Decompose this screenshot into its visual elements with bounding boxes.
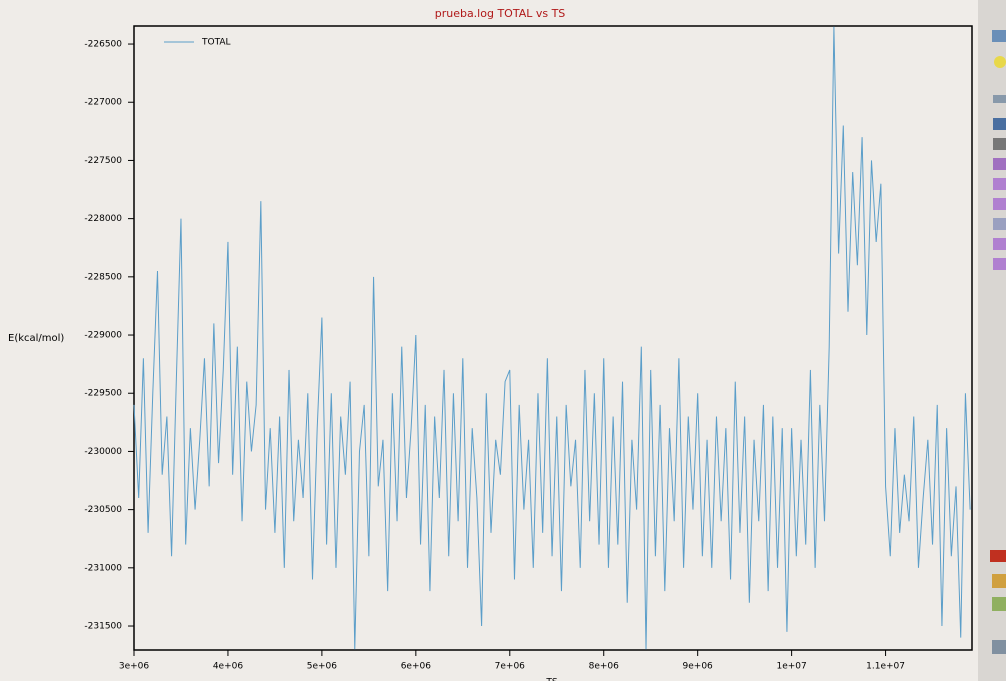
y-tick-label: -229000 (84, 331, 122, 341)
y-tick-label: -229500 (84, 389, 122, 399)
y-tick-label: -228500 (84, 272, 122, 282)
x-tick-label: 9e+06 (683, 662, 714, 672)
tool-icon[interactable] (993, 118, 1006, 130)
y-tick-label: -231500 (84, 622, 122, 632)
tool-icon[interactable] (990, 550, 1006, 562)
x-tick-label: 1.1e+07 (866, 662, 905, 672)
tool-icon[interactable] (992, 640, 1006, 654)
tool-icon[interactable] (994, 56, 1006, 68)
legend-label: TOTAL (201, 38, 231, 48)
y-tick-label: -227500 (84, 156, 122, 166)
tool-icon[interactable] (993, 95, 1006, 103)
tool-icon[interactable] (993, 238, 1006, 250)
y-tick-label: -227000 (84, 98, 122, 108)
tool-icon[interactable] (992, 574, 1006, 588)
x-tick-label: 3e+06 (119, 662, 150, 672)
y-axis-label: E(kcal/mol) (8, 333, 64, 344)
data-line (133, 26, 971, 650)
tool-icon[interactable] (993, 138, 1006, 150)
plot-frame (133, 25, 973, 651)
y-tick-label: -228000 (84, 214, 122, 224)
x-axis-label: TS (545, 678, 557, 681)
tool-icon[interactable] (993, 178, 1006, 190)
tool-icon[interactable] (993, 158, 1006, 170)
x-tick-label: 8e+06 (589, 662, 620, 672)
x-tick-label: 6e+06 (401, 662, 432, 672)
y-tick-label: -230500 (84, 505, 122, 515)
toolbar (978, 0, 1006, 681)
x-tick-label: 4e+06 (213, 662, 244, 672)
tool-icon[interactable] (992, 597, 1006, 611)
x-tick-label: 7e+06 (495, 662, 526, 672)
chart-title: prueba.log TOTAL vs TS (435, 7, 566, 20)
y-tick-label: -226500 (84, 40, 122, 50)
toolbar-strip (978, 0, 1006, 681)
tool-icon[interactable] (993, 198, 1006, 210)
tool-icon[interactable] (993, 258, 1006, 270)
tool-icon[interactable] (992, 30, 1006, 42)
x-tick-label: 5e+06 (307, 662, 338, 672)
y-tick-label: -230000 (84, 447, 122, 457)
tool-icon[interactable] (993, 218, 1006, 230)
y-tick-label: -231000 (84, 563, 122, 573)
x-tick-label: 1e+07 (776, 662, 806, 672)
